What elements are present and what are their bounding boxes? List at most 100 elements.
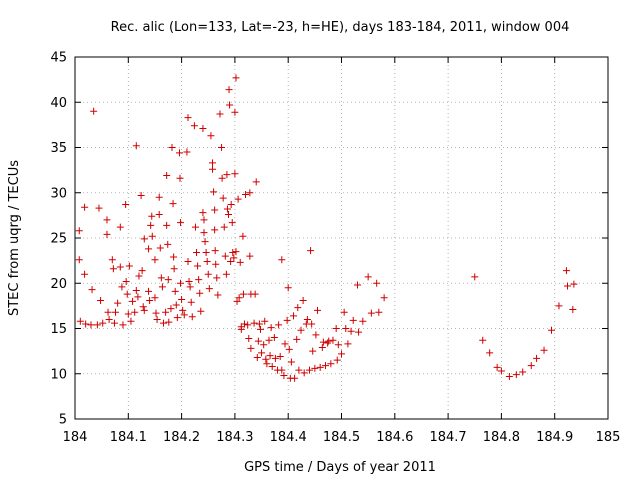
data-point	[265, 336, 273, 344]
data-point	[294, 304, 302, 312]
data-point	[162, 308, 170, 316]
data-point	[183, 148, 191, 156]
data-point	[324, 339, 332, 347]
data-point	[211, 206, 219, 214]
data-point	[223, 171, 231, 179]
data-point	[253, 353, 261, 361]
grid	[75, 57, 608, 419]
data-point	[125, 262, 133, 270]
data-point	[493, 363, 501, 371]
data-point	[184, 258, 192, 266]
data-point	[505, 372, 513, 380]
data-point	[242, 191, 250, 199]
data-point	[307, 247, 315, 255]
data-point	[236, 258, 244, 266]
data-point	[211, 226, 219, 234]
y-tick-label: 35	[50, 141, 67, 156]
data-point	[555, 302, 563, 310]
data-point	[295, 366, 303, 374]
data-point	[338, 350, 345, 358]
data-point	[226, 101, 234, 109]
data-point	[235, 294, 243, 302]
data-point	[199, 209, 207, 217]
data-point	[220, 223, 228, 231]
data-point	[229, 248, 237, 256]
x-tick-label: 184.1	[110, 430, 147, 445]
data-point	[123, 290, 131, 298]
data-point	[266, 352, 274, 360]
data-point	[291, 374, 299, 382]
x-tick-label: 184.5	[323, 430, 360, 445]
data-point	[262, 355, 270, 363]
y-tick-label: 40	[50, 96, 67, 111]
data-point	[245, 334, 253, 342]
data-point	[140, 306, 148, 314]
data-point	[270, 334, 278, 342]
data-point	[218, 174, 226, 182]
data-point	[194, 262, 202, 270]
plot-frame	[74, 56, 609, 420]
data-point	[187, 298, 195, 306]
data-point	[247, 344, 255, 352]
data-point	[278, 366, 286, 374]
data-point	[316, 363, 324, 371]
data-point	[237, 325, 245, 333]
data-point	[258, 349, 266, 357]
data-point	[244, 321, 252, 329]
data-point	[122, 201, 130, 209]
data-point	[109, 265, 117, 273]
data-point	[105, 315, 113, 323]
data-point	[261, 317, 269, 325]
data-point	[104, 308, 112, 316]
y-axis: 5 10 15 20 25 30 35 40 45	[50, 51, 608, 428]
data-point	[122, 277, 130, 285]
data-point	[209, 159, 217, 167]
data-point	[108, 256, 116, 264]
data-point	[276, 353, 284, 361]
x-tick-label: 184.9	[536, 430, 573, 445]
y-tick-label: 10	[50, 367, 67, 382]
data-point	[170, 253, 178, 261]
data-point	[284, 284, 292, 292]
data-point	[93, 321, 101, 329]
x-tick-label: 184.6	[376, 430, 413, 445]
data-point	[148, 232, 156, 240]
data-point	[569, 305, 577, 313]
data-point	[81, 270, 89, 278]
data-point	[207, 132, 215, 140]
data-point	[255, 320, 263, 328]
data-point	[151, 256, 159, 264]
data-point	[332, 325, 340, 332]
data-point	[193, 248, 201, 256]
data-point	[218, 144, 226, 151]
data-point	[172, 301, 180, 309]
data-point	[311, 364, 319, 372]
data-point	[127, 317, 135, 325]
data-point	[164, 276, 172, 284]
x-tick-label: 184.7	[429, 430, 466, 445]
data-point	[285, 345, 293, 353]
data-point	[164, 240, 172, 248]
data-point	[359, 317, 367, 325]
x-tick-label: 184.4	[270, 430, 307, 445]
y-tick-label: 20	[50, 277, 67, 292]
data-point	[308, 320, 316, 328]
data-point	[219, 194, 227, 202]
data-point	[97, 296, 105, 304]
data-point	[139, 303, 147, 311]
data-point	[82, 320, 90, 328]
x-axis-label: GPS time / Days of year 2011	[244, 460, 436, 475]
data-point	[186, 283, 194, 291]
data-point	[355, 328, 363, 336]
data-point	[114, 299, 122, 307]
data-point	[151, 294, 159, 302]
data-point	[99, 319, 107, 327]
data-point	[213, 274, 221, 282]
data-point	[95, 204, 103, 212]
data-point	[322, 362, 330, 370]
data-point	[202, 248, 210, 256]
data-point	[283, 316, 291, 324]
data-point	[209, 165, 217, 173]
data-point	[230, 254, 238, 262]
data-point	[175, 149, 183, 157]
